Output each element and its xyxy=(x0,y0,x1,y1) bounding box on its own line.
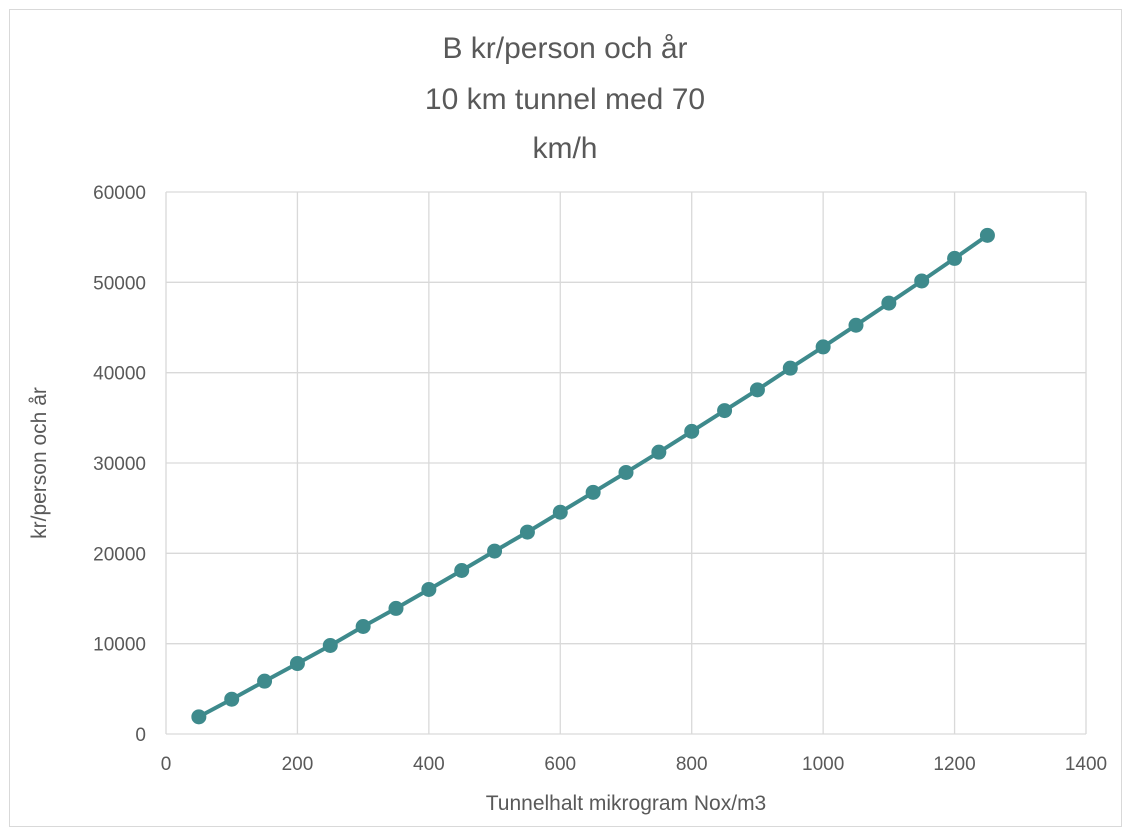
data-point xyxy=(848,317,864,333)
y-tick-label: 0 xyxy=(135,725,146,746)
chart-title-line-1: B kr/person och år xyxy=(442,32,687,65)
grid-lines xyxy=(166,191,1087,734)
y-tick-label: 60000 xyxy=(93,183,146,204)
chart-title-line-2: 10 km tunnel med 70 xyxy=(425,83,705,116)
data-point xyxy=(618,464,634,480)
data-point xyxy=(749,382,765,398)
tick-labels: 0 10000 20000 30000 40000 50000 60000 0 200 400 60… xyxy=(93,183,1107,775)
data-point xyxy=(585,484,601,500)
y-tick-label: 20000 xyxy=(93,544,146,565)
data-point xyxy=(684,423,700,439)
x-tick-label: 200 xyxy=(282,754,314,775)
data-series xyxy=(191,227,995,725)
data-point xyxy=(717,403,733,419)
data-point xyxy=(782,360,798,376)
data-point xyxy=(355,619,371,635)
data-point xyxy=(979,227,995,243)
data-point xyxy=(224,691,240,707)
y-tick-label: 40000 xyxy=(93,364,146,385)
x-tick-label: 1400 xyxy=(1065,754,1107,775)
x-tick-label: 0 xyxy=(161,754,172,775)
x-tick-label: 400 xyxy=(413,754,445,775)
chart-title: B kr/person och år 10 km tunnel med 70 k… xyxy=(425,32,705,165)
data-point xyxy=(257,673,273,689)
data-point xyxy=(322,637,338,653)
x-tick-label: 1200 xyxy=(933,754,975,775)
y-tick-label: 50000 xyxy=(93,273,146,294)
data-point xyxy=(454,562,470,578)
data-point xyxy=(914,273,930,289)
chart-area xyxy=(9,9,1122,827)
axes xyxy=(165,192,1086,735)
data-point xyxy=(388,600,404,616)
data-point xyxy=(519,524,535,540)
data-point xyxy=(651,444,667,460)
x-tick-label: 800 xyxy=(676,754,708,775)
y-axis-title: kr/person och år xyxy=(28,387,51,539)
x-axis-title: Tunnelhalt mikrogram Nox/m3 xyxy=(486,792,767,815)
x-tick-label: 600 xyxy=(544,754,576,775)
y-tick-label: 30000 xyxy=(93,454,146,475)
data-point xyxy=(421,581,437,597)
x-tick-label: 1000 xyxy=(802,754,844,775)
data-point xyxy=(552,504,568,520)
data-point xyxy=(487,543,503,559)
data-point xyxy=(289,656,305,672)
chart-title-line-3: km/h xyxy=(532,132,597,165)
data-point xyxy=(815,339,831,355)
data-point xyxy=(947,250,963,266)
y-tick-label: 10000 xyxy=(93,635,146,656)
data-point xyxy=(881,295,897,311)
data-point xyxy=(191,709,207,725)
series-line xyxy=(196,233,990,719)
